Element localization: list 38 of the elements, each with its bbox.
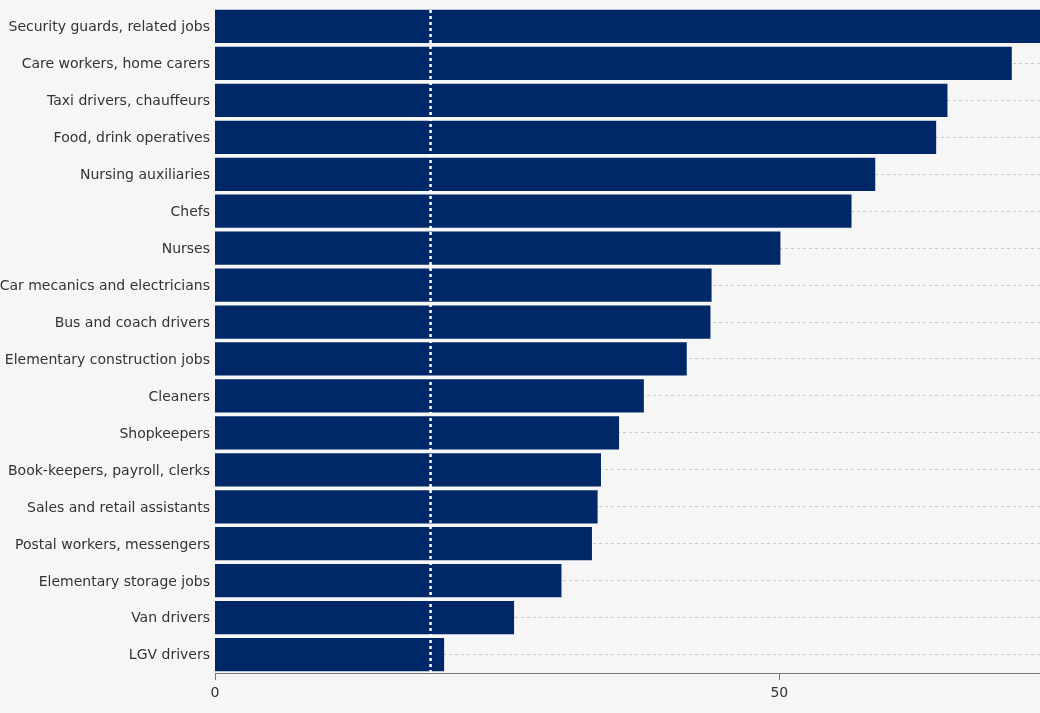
bar [215,194,852,228]
bar [215,120,937,154]
bar [215,527,592,561]
y-tick-label: Nurses [161,240,210,257]
x-tick-label: 50 [770,683,789,700]
bar [215,490,598,524]
y-tick-label: Chefs [170,203,210,220]
y-tick-label: Sales and retail assistants [27,498,210,515]
y-tick-label: LGV drivers [128,646,210,663]
y-tick-label: Bus and coach drivers [54,313,210,330]
y-tick-label: Shopkeepers [119,424,210,441]
x-tick-label: 0 [210,683,220,700]
bar [215,637,445,672]
bar [215,342,687,376]
bar [215,157,876,191]
bar [215,268,712,302]
y-tick-label: Nursing auxiliaries [79,166,210,183]
y-tick-label: Car mecanics and electricians [0,276,210,293]
y-tick-label: Van drivers [131,609,210,626]
bar [215,379,644,413]
bar [215,600,515,635]
bar [215,305,711,339]
bar [215,564,562,598]
y-tick-label: Elementary storage jobs [38,572,210,589]
bar [215,83,948,117]
bar [215,46,1012,81]
y-tick-label: Cleaners [148,387,210,404]
y-tick-label: Elementary construction jobs [4,350,210,367]
y-tick-label: Taxi drivers, chauffeurs [45,92,210,109]
bar [215,231,781,265]
y-tick-label: Food, drink operatives [53,129,210,146]
y-tick-label: Security guards, related jobs [8,18,210,35]
y-tick-label: Book-keepers, payroll, clerks [8,461,210,478]
y-tick-label: Postal workers, messengers [14,535,210,552]
bar [215,453,601,487]
bar [215,9,1040,44]
bar [215,416,620,450]
y-tick-label: Care workers, home carers [21,55,210,72]
